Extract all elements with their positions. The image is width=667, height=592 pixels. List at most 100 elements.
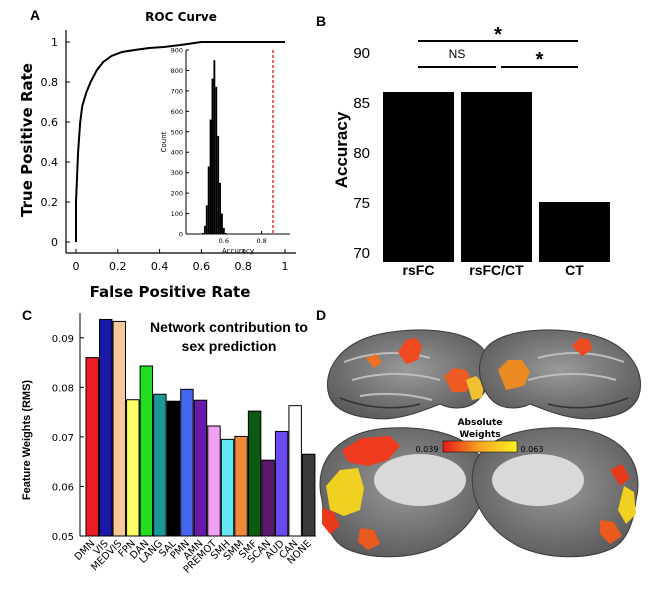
panel-letter-b: B	[316, 13, 326, 29]
network-bar	[85, 357, 99, 537]
network-ylabel: Feature Weights (RMS)	[21, 380, 33, 501]
accuracy-bars: 70 75 80 85 90 rsFC rsFC/CT CT * NS *	[353, 24, 610, 278]
accuracy-bar	[383, 92, 454, 262]
network-y-tick-label: 0.05	[52, 532, 74, 543]
network-bar	[234, 435, 248, 537]
roc-y-tick-label: 1	[51, 36, 58, 49]
network-bar	[261, 459, 275, 537]
roc-axes: 0 0.2 0.4 0.6 0.8 1 0 0.2 0.4 0.6 0.8 1	[41, 30, 296, 273]
accuracy-y-tick-label: 80	[353, 145, 370, 162]
inset-hist-bar	[202, 232, 204, 234]
network-bar	[247, 410, 262, 537]
network-bar	[153, 393, 167, 537]
accuracy-bar	[461, 92, 532, 262]
inset-hist-bar	[211, 78, 214, 234]
roc-x-tick-label: 0.6	[193, 260, 211, 273]
accuracy-bar	[539, 202, 610, 262]
inset-xlabel: Accuracy	[222, 247, 254, 255]
accuracy-y-tick-label: 75	[353, 195, 370, 212]
inset-y-tick-label: 700	[171, 87, 183, 95]
network-bar-panel: Feature Weights (RMS) Network contributi…	[21, 313, 316, 576]
network-bar	[180, 388, 194, 537]
accuracy-category-label: rsFC	[403, 262, 435, 278]
histogram-inset: 0 100 200 300 400 500 600 700 800 900 0.6 0.8Accura…	[160, 47, 290, 255]
accuracy-ylabel: Accuracy	[332, 111, 351, 188]
inset-hist-bar	[222, 227, 225, 234]
inset-y-tick-label: 900	[171, 47, 183, 55]
inset-hist-bar	[207, 166, 210, 234]
inset-background	[186, 50, 290, 234]
panel-letter-c: C	[22, 307, 32, 323]
network-bar	[139, 365, 154, 537]
inset-x-tick-label: 0.6	[219, 237, 229, 245]
brain-map-panel: Absolute Weights 0.039 0.063	[319, 329, 642, 558]
colorbar-title-line1: Absolute	[458, 418, 503, 428]
network-bar	[166, 400, 181, 537]
roc-y-tick-label: 0.2	[41, 196, 59, 209]
brain-left-medial	[319, 427, 487, 558]
panel-letter-d: D	[316, 307, 326, 323]
network-y-tick-label: 0.06	[52, 482, 74, 493]
network-y-tick-label: 0.09	[52, 334, 74, 345]
roc-curve	[75, 41, 285, 242]
roc-x-tick-label: 0.4	[151, 260, 169, 273]
network-bars: 0.050.060.070.080.09DMNVISMEDVISFPNDANLA…	[52, 313, 316, 576]
roc-x-tick-label: 0	[73, 260, 80, 273]
roc-xlabel: False Positive Rate	[90, 283, 251, 301]
inset-hist-bar	[217, 135, 220, 234]
accuracy-y-tick-label: 90	[353, 45, 370, 62]
inset-hist-bar	[224, 232, 227, 234]
colorbar-max-label: 0.063	[521, 445, 544, 454]
significance-label: *	[494, 24, 502, 46]
network-bar	[126, 399, 140, 537]
inset-y-tick-label: 100	[171, 210, 183, 218]
accuracy-y-tick-label: 70	[353, 245, 370, 262]
colorbar-title-line2: Weights	[459, 430, 500, 440]
inset-y-tick-label: 400	[171, 149, 183, 157]
roc-x-tick-label: 0.2	[109, 260, 127, 273]
network-title-line2: sex prediction	[182, 338, 277, 354]
network-bar	[207, 425, 221, 537]
network-title-line1: Network contribution to	[150, 319, 308, 335]
inset-x-tick-label: 0.8	[256, 237, 266, 245]
roc-x-tick-label: 0.8	[234, 260, 252, 273]
network-bar	[274, 430, 289, 537]
network-bar	[99, 318, 113, 537]
accuracy-category-label: rsFC/CT	[469, 262, 524, 278]
brain-right-medial	[471, 427, 639, 558]
inset-hist-bar	[209, 119, 212, 234]
accuracy-category-label: CT	[565, 262, 584, 278]
roc-y-tick-label: 0.8	[41, 76, 59, 89]
panel-letter-a: A	[30, 7, 40, 23]
network-bar	[220, 438, 235, 537]
inset-y-tick-label: 600	[171, 108, 183, 116]
inset-y-tick-label: 300	[171, 169, 183, 177]
network-bar	[301, 453, 316, 537]
inset-hist-bar	[205, 205, 208, 234]
significance-label: *	[536, 49, 544, 71]
roc-panel: ROC Curve False Positive Rate True Posit…	[18, 10, 296, 301]
inset-y-tick-label: 0	[179, 231, 183, 239]
inset-hist-bar	[219, 182, 221, 234]
colorbar	[442, 440, 518, 453]
network-bar	[112, 320, 127, 537]
roc-ylabel: True Positive Rate	[18, 63, 36, 217]
roc-y-tick-label: 0	[51, 236, 58, 249]
roc-y-tick-label: 0.6	[41, 116, 59, 129]
network-bar	[288, 405, 302, 537]
roc-y-tick-label: 0.4	[41, 156, 59, 169]
significance-label: NS	[449, 47, 466, 61]
accuracy-y-tick-label: 85	[353, 95, 370, 112]
inset-hist-bar	[215, 86, 218, 234]
inset-hist-bar	[203, 225, 206, 234]
brain-right-lateral	[479, 329, 642, 420]
inset-y-tick-label: 800	[171, 67, 183, 75]
roc-title: ROC Curve	[145, 10, 217, 24]
roc-x-tick-label: 1	[282, 260, 289, 273]
inset-hist-bar	[220, 213, 223, 234]
network-y-tick-label: 0.07	[52, 433, 74, 444]
accuracy-bar-panel: Accuracy 70 75 80 85 90 rsFC rsFC/CT CT * NS *	[332, 24, 610, 278]
inset-y-tick-label: 500	[171, 128, 183, 136]
network-y-tick-label: 0.08	[52, 383, 74, 394]
